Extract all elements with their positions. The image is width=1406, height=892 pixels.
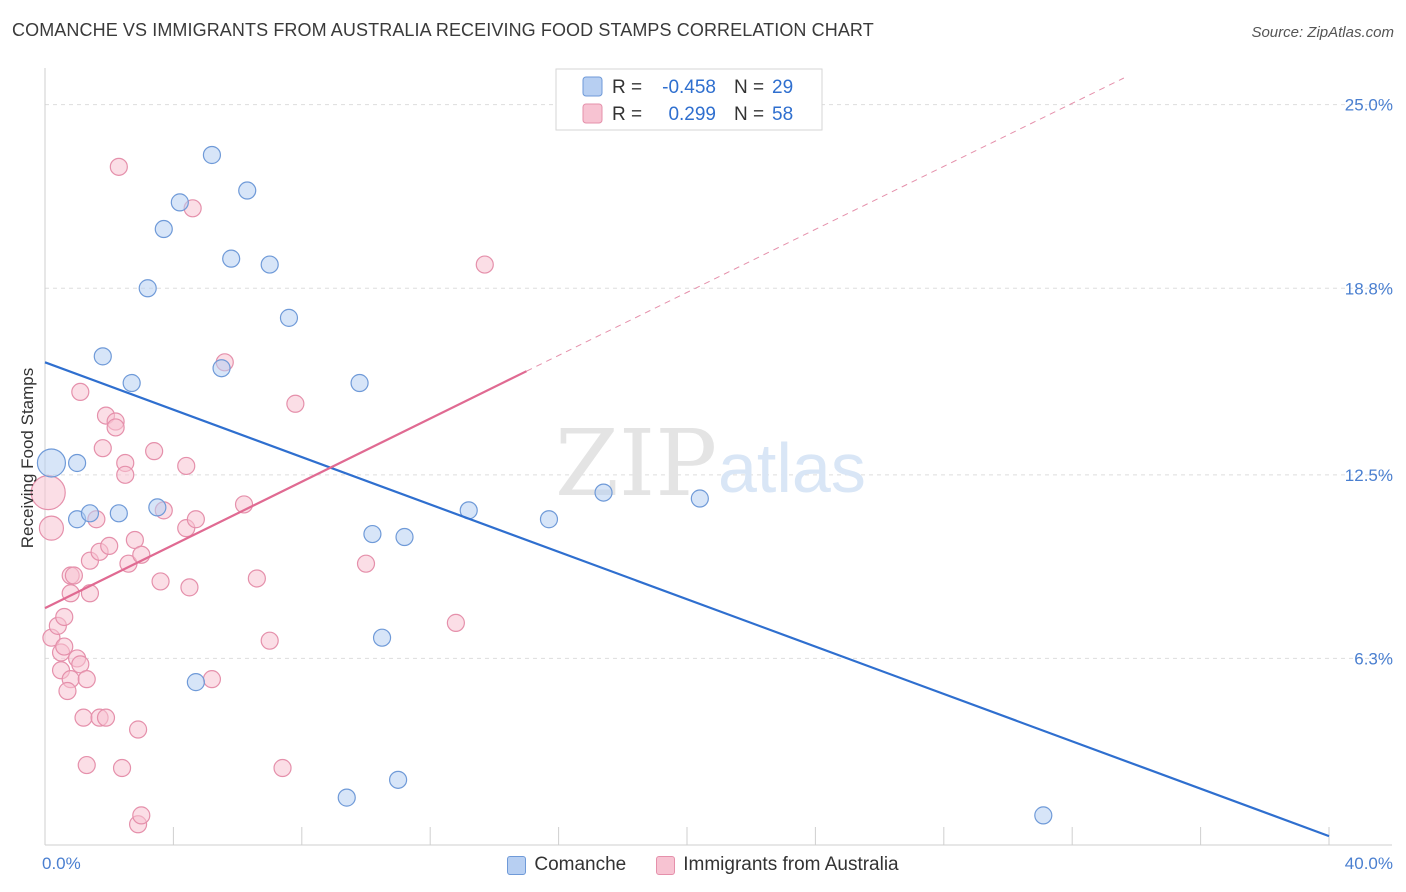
data-point — [109, 157, 128, 176]
data-point — [55, 637, 74, 656]
data-point — [1034, 806, 1053, 825]
y-tick-label: 25.0% — [1345, 96, 1393, 115]
y-tick-label: 18.8% — [1345, 279, 1393, 298]
watermark-atlas: atlas — [718, 429, 866, 507]
data-point — [238, 181, 257, 200]
data-point — [186, 673, 205, 692]
data-point — [363, 524, 382, 544]
data-point — [77, 755, 96, 775]
data-point — [177, 456, 196, 476]
data-point — [539, 510, 559, 529]
data-point — [186, 510, 205, 529]
data-point — [446, 613, 465, 632]
data-point — [247, 569, 266, 588]
bottom-legend-swatch-immigrants — [656, 855, 676, 875]
data-point — [260, 631, 279, 650]
y-tick-label: 6.3% — [1354, 649, 1393, 668]
data-point — [132, 806, 151, 825]
data-point — [71, 382, 90, 402]
data-point — [80, 504, 100, 523]
legend-n-label: N = — [734, 104, 764, 125]
y-tick-labels: 6.3% 12.5% 18.8% 25.0% — [1345, 96, 1393, 669]
data-point — [67, 453, 87, 473]
x-tick-labels: 0.0% 40.0% — [42, 854, 1393, 873]
data-point — [93, 347, 112, 366]
data-point — [356, 554, 376, 573]
data-point — [475, 255, 494, 274]
data-point — [202, 670, 222, 689]
legend-r-label: R = — [612, 77, 642, 98]
data-point — [260, 255, 279, 274]
bottom-legend-item-immigrants: Immigrants from Australia — [656, 854, 899, 876]
data-point — [96, 708, 116, 727]
bottom-legend-label: Comanche — [534, 854, 627, 875]
x-tick-label: 0.0% — [42, 854, 81, 873]
data-point — [74, 708, 93, 727]
y-axis-label: Receiving Food Stamps — [18, 368, 37, 548]
trend-line-comanche — [44, 361, 1330, 838]
data-point — [109, 504, 128, 523]
data-point — [106, 418, 125, 437]
trend-extension-immigrants — [526, 77, 1125, 372]
data-point — [112, 758, 132, 778]
data-point — [273, 758, 292, 778]
series-comanche — [36, 145, 1053, 825]
data-point — [100, 536, 119, 555]
data-point — [55, 607, 74, 627]
data-point — [93, 439, 112, 458]
data-point — [116, 465, 135, 484]
legend: R = -0.458 N = 29 R = 0.299 N = 58 — [555, 68, 823, 131]
trend-line-immigrants — [44, 370, 527, 610]
data-point — [279, 308, 299, 327]
data-point — [151, 572, 170, 591]
data-point — [389, 770, 408, 789]
grid-lines — [45, 104, 1392, 659]
bottom-legend-item-comanche: Comanche — [507, 854, 626, 876]
data-point — [395, 527, 414, 547]
data-point — [337, 788, 356, 807]
bottom-legend: Comanche Immigrants from Australia — [0, 852, 1406, 878]
data-point — [64, 566, 83, 585]
trend-lines — [44, 77, 1330, 838]
data-point — [690, 489, 709, 508]
data-point — [80, 584, 100, 603]
y-tick-label: 12.5% — [1345, 466, 1393, 485]
legend-n-value: 29 — [772, 77, 793, 98]
legend-n-label: N = — [734, 77, 764, 98]
legend-swatch-immigrants — [582, 103, 603, 124]
bottom-legend-swatch-comanche — [507, 855, 527, 875]
data-point — [154, 219, 173, 239]
legend-r-label: R = — [612, 104, 642, 125]
legend-swatch-comanche — [582, 76, 603, 97]
data-point — [222, 249, 241, 268]
data-point — [128, 720, 148, 739]
data-point — [148, 498, 167, 517]
watermark-zip: ZIP — [555, 410, 717, 517]
source-credit: Source: ZipAtlas.com — [1251, 24, 1394, 41]
data-point — [594, 483, 613, 502]
data-point — [170, 193, 189, 212]
data-point — [138, 279, 157, 298]
data-point — [350, 373, 369, 393]
data-point — [212, 359, 231, 378]
data-point — [286, 394, 305, 413]
data-point — [180, 578, 199, 597]
chart-title: COMANCHE VS IMMIGRANTS FROM AUSTRALIA RE… — [12, 20, 874, 40]
x-tick-label: 40.0% — [1345, 854, 1393, 873]
data-point — [372, 628, 392, 647]
data-point — [77, 670, 96, 689]
bottom-legend-label: Immigrants from Australia — [683, 854, 899, 875]
data-point — [202, 145, 222, 165]
data-point — [122, 373, 141, 393]
legend-n-value: 58 — [772, 104, 793, 125]
data-point — [36, 448, 67, 478]
data-point — [58, 681, 77, 701]
legend-r-value: 0.299 — [668, 104, 716, 125]
legend-r-value: -0.458 — [662, 77, 716, 98]
data-point — [145, 442, 164, 461]
data-point — [38, 515, 65, 541]
watermark: ZIP atlas — [555, 410, 866, 517]
